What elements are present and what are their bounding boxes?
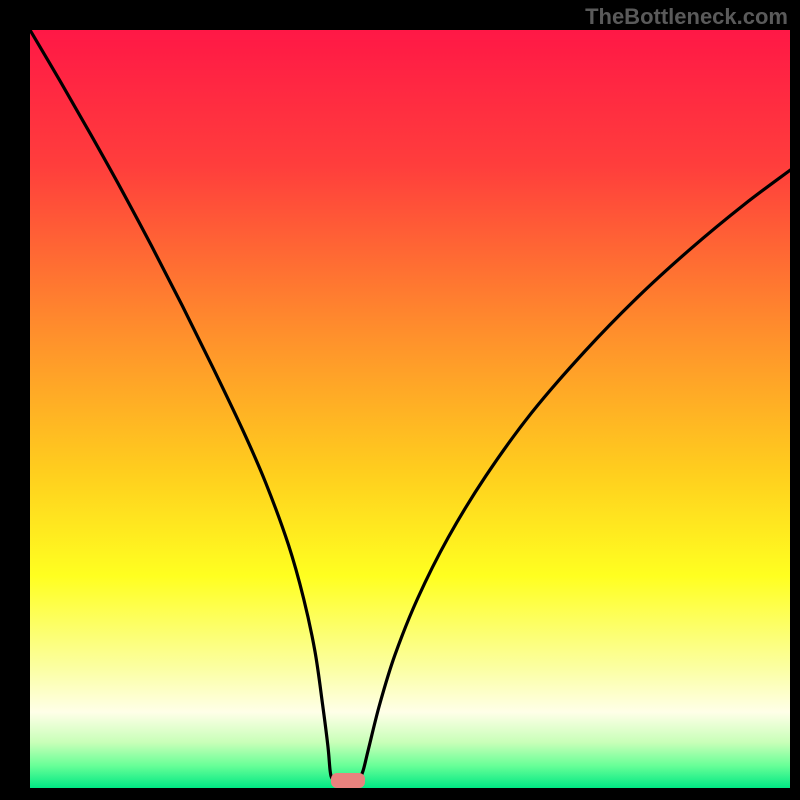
minimum-marker xyxy=(331,773,365,788)
plot-area xyxy=(30,30,790,788)
watermark-text: TheBottleneck.com xyxy=(585,4,788,30)
chart-frame: TheBottleneck.com xyxy=(0,0,800,800)
